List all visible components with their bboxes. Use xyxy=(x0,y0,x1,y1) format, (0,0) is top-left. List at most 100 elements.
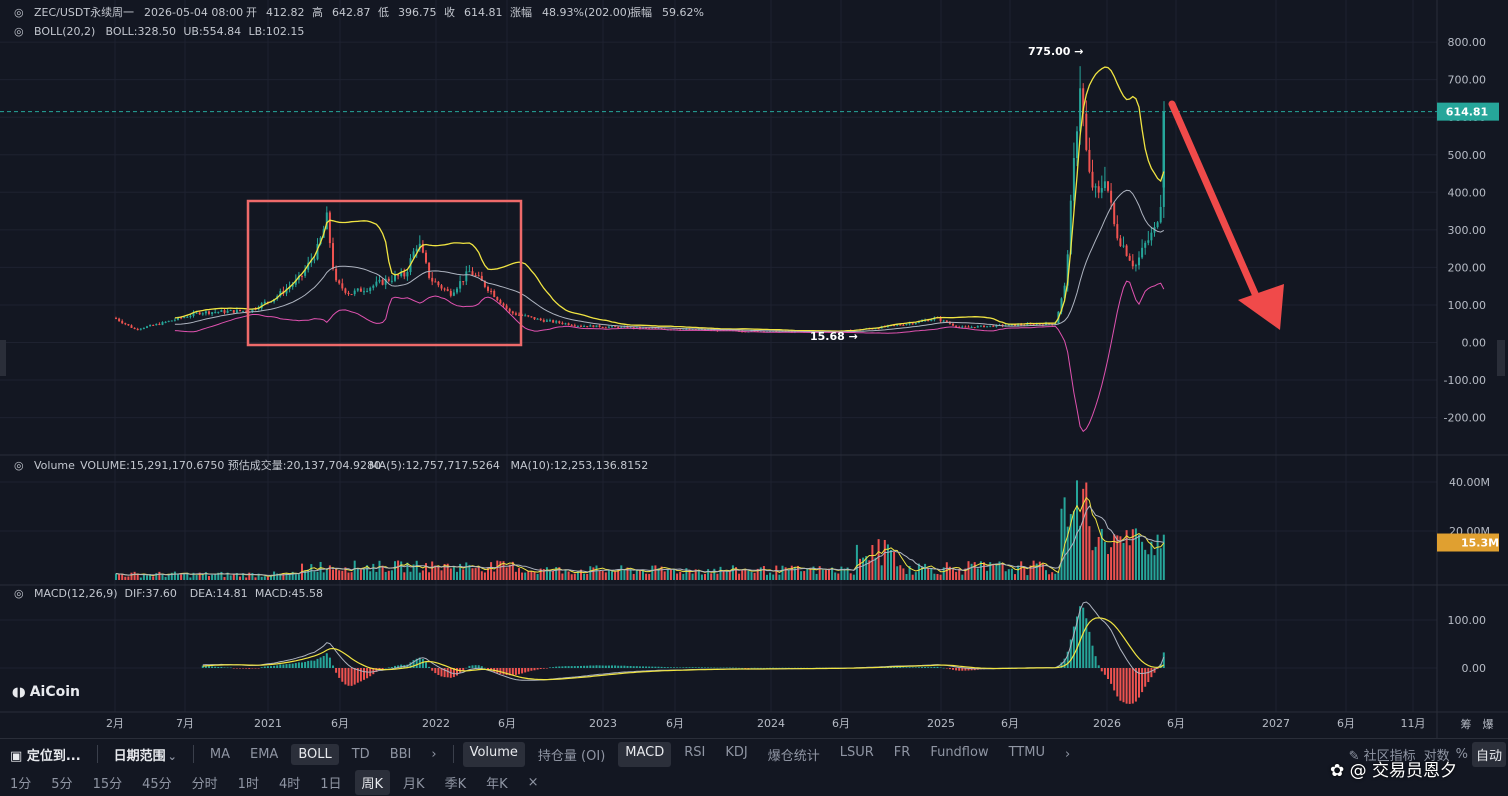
candle-body xyxy=(180,317,183,319)
macd-bar xyxy=(440,668,443,677)
macd-bar xyxy=(936,666,939,668)
sub-indicator-tab-2[interactable]: MACD xyxy=(618,741,672,767)
indicator-tab-0[interactable]: MA xyxy=(209,746,230,762)
macd-bar xyxy=(924,666,927,668)
auto-scale-button[interactable]: 自动 xyxy=(1471,741,1506,767)
volume-bar xyxy=(580,569,582,580)
macd-bar xyxy=(635,666,638,668)
volume-bar xyxy=(1041,563,1044,580)
date-range-button[interactable]: 日期范围 ⌄ xyxy=(113,748,177,764)
interval-tab-10[interactable]: 季K xyxy=(444,776,467,792)
volume-bar xyxy=(1125,530,1128,580)
interval-tab-9[interactable]: 月K xyxy=(403,776,425,792)
macd-bar xyxy=(1116,668,1119,697)
candle-body xyxy=(164,321,167,323)
macd-bar xyxy=(741,667,744,669)
indicator-tab-4[interactable]: BBI xyxy=(389,746,412,762)
locate-button[interactable]: ▣ 定位到... xyxy=(10,748,81,764)
interval-tab-7[interactable]: 1日 xyxy=(320,776,342,792)
volume-bar xyxy=(911,574,914,580)
candle-body xyxy=(344,288,347,293)
more-sub-indicators-icon[interactable]: › xyxy=(1064,746,1071,762)
interval-tab-11[interactable]: 年K xyxy=(486,776,508,792)
macd-bar xyxy=(970,668,973,671)
macd-bar xyxy=(1082,607,1085,668)
volume-bar xyxy=(1097,536,1100,580)
volume-bar xyxy=(595,565,598,580)
volume-bar xyxy=(775,565,778,580)
volume-bar xyxy=(124,576,127,580)
sub-indicator-tab-9[interactable]: TTMU xyxy=(1008,744,1045,760)
candle-body xyxy=(973,327,976,329)
macd-bar xyxy=(214,666,217,668)
sub-indicator-tab-1[interactable]: 持仓量 (OI) xyxy=(537,748,606,764)
sub-indicator-tab-0[interactable]: Volume xyxy=(462,741,525,767)
indicator-tab-1[interactable]: EMA xyxy=(249,746,279,762)
volume-bar xyxy=(263,576,266,580)
time-tick-1: 7月 xyxy=(176,717,194,730)
interval-tab-5[interactable]: 1时 xyxy=(237,776,259,792)
macd-bar xyxy=(220,666,223,668)
macd-bar xyxy=(328,657,331,668)
volume-bar xyxy=(177,573,179,580)
header-field-13: 振幅 xyxy=(630,5,652,19)
kline-chart[interactable]: 800.00700.00600.00500.00400.00300.00200.… xyxy=(0,0,1508,738)
close-icon[interactable]: × xyxy=(527,774,539,790)
interval-tab-0[interactable]: 1分 xyxy=(10,776,32,792)
macd-bar xyxy=(775,667,778,669)
macd-bar xyxy=(952,668,954,670)
candle-body xyxy=(387,278,390,281)
indicator-tab-2[interactable]: BOLL xyxy=(291,743,339,765)
macd-bar xyxy=(914,667,917,668)
volume-bar xyxy=(378,560,381,580)
volume-bar xyxy=(319,561,322,580)
candle-body xyxy=(183,317,186,319)
interval-tab-8[interactable]: 周K xyxy=(354,769,391,795)
volume-bar xyxy=(307,569,310,580)
macd-bar xyxy=(604,665,607,668)
log-scale-button[interactable]: 对数 xyxy=(1423,748,1450,764)
candle-body xyxy=(589,325,592,327)
macd-bar xyxy=(921,667,923,668)
volume-bar xyxy=(415,560,418,580)
indicator-tab-3[interactable]: TD xyxy=(351,746,370,762)
more-indicators-icon[interactable]: › xyxy=(431,746,437,762)
candle-body xyxy=(177,317,179,320)
sub-indicator-tab-8[interactable]: Fundflow xyxy=(930,744,989,760)
macd-bar xyxy=(1128,668,1131,704)
candle-body xyxy=(446,289,449,291)
sub-indicator-tab-6[interactable]: LSUR xyxy=(839,744,874,760)
volume-bar xyxy=(983,562,985,580)
community-indicator-button[interactable]: ✎ 社区指标 xyxy=(1348,748,1416,764)
interval-tab-6[interactable]: 4时 xyxy=(278,776,301,792)
right-scroll-handle xyxy=(1497,340,1505,376)
volume-legend-item-4: MA(10):12,253,136.8152 xyxy=(511,459,649,472)
macd-bar xyxy=(443,668,446,678)
interval-tab-4[interactable]: 分时 xyxy=(191,776,218,792)
price-tick-10: -200.00 xyxy=(1444,412,1486,425)
sub-indicator-tab-7[interactable]: FR xyxy=(893,744,911,760)
sub-indicator-tab-3[interactable]: RSI xyxy=(684,744,706,760)
volume-bar xyxy=(434,565,437,580)
interval-tab-2[interactable]: 15分 xyxy=(92,776,123,792)
candle-body xyxy=(1094,186,1097,188)
candle-body xyxy=(917,321,920,324)
volume-bar xyxy=(883,539,886,580)
sub-indicator-tab-5[interactable]: 爆仓统计 xyxy=(767,748,820,764)
sub-indicator-tab-4[interactable]: KDJ xyxy=(725,744,748,760)
candle-body xyxy=(1141,247,1144,258)
interval-tab-3[interactable]: 45分 xyxy=(142,776,172,792)
macd-bar xyxy=(211,666,214,668)
header-field-9: 收 xyxy=(444,5,455,19)
interval-tab-1[interactable]: 5分 xyxy=(51,776,73,792)
candle-body xyxy=(1069,200,1072,255)
percent-scale-button[interactable]: % xyxy=(1455,746,1468,762)
macd-bar xyxy=(263,666,266,668)
candle-body xyxy=(471,271,474,276)
volume-bar xyxy=(539,568,542,580)
volume-bar xyxy=(1026,575,1029,580)
volume-bar xyxy=(908,565,911,580)
volume-bar xyxy=(270,575,272,580)
boll-legend: ◎ BOLL(20,2) BOLL:328.50 UB:554.84 LB:102.15 xyxy=(14,25,304,38)
candle-body xyxy=(347,292,350,295)
